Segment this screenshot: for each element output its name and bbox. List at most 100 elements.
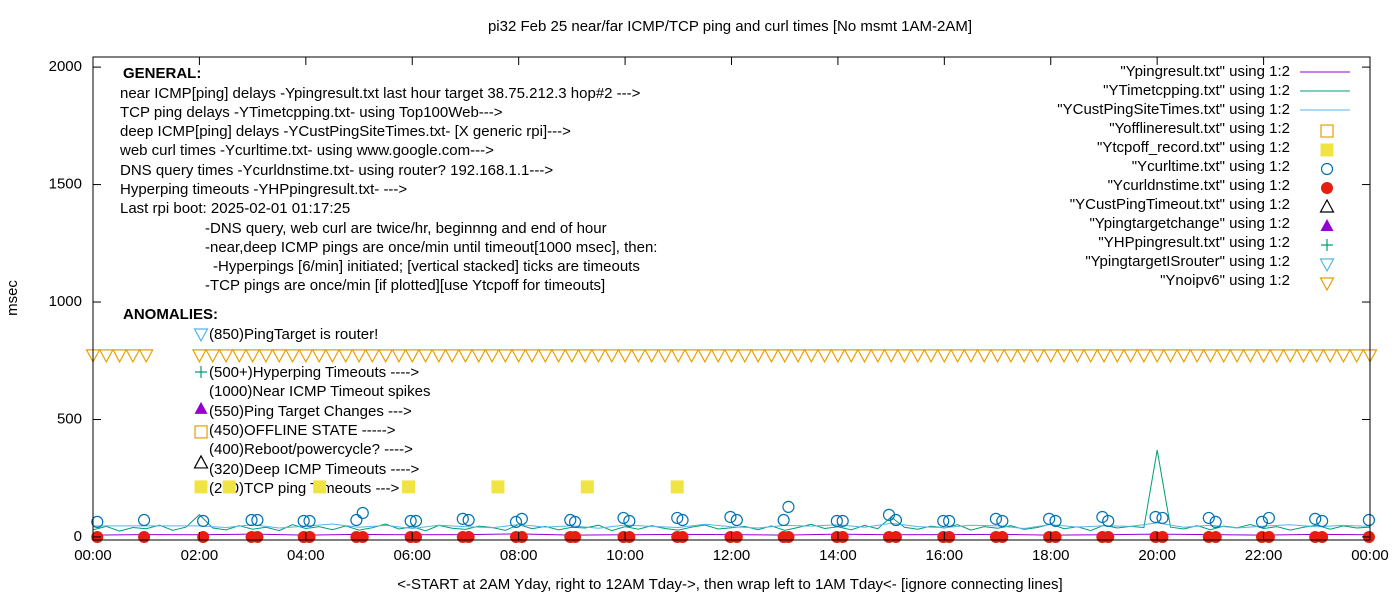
marker-circle xyxy=(782,500,795,513)
y-axis-label: msec xyxy=(4,280,21,316)
marker-triangle-down xyxy=(1083,349,1099,364)
marker-circle xyxy=(1209,515,1222,529)
marker-triangle-down xyxy=(630,349,646,364)
marker-triangle-down xyxy=(378,349,394,364)
y-tick-label: 1000 xyxy=(49,293,82,310)
marker-triangle-down xyxy=(98,349,114,364)
marker-triangle-down xyxy=(644,349,660,364)
marker-circle xyxy=(1156,511,1169,525)
marker-triangle-down xyxy=(364,349,380,364)
x-tick-label: 18:00 xyxy=(1032,547,1070,564)
marker-triangle-down xyxy=(1003,349,1019,364)
marker-triangle-down xyxy=(112,349,128,364)
marker-circle xyxy=(617,511,630,525)
marker-circle xyxy=(356,506,369,520)
marker-triangle-down xyxy=(193,328,209,343)
marker-circle xyxy=(197,514,210,528)
marker-triangle-down xyxy=(271,349,287,364)
marker-circle xyxy=(730,530,743,543)
marker-triangle-down xyxy=(564,349,580,364)
marker-triangle-down xyxy=(1056,349,1072,364)
marker-circle xyxy=(996,514,1009,528)
annotation: (400)Reboot/powercycle? ----> xyxy=(209,441,413,458)
marker-triangle-down xyxy=(803,349,819,364)
marker-triangle-down xyxy=(723,349,740,364)
marker-triangle-down xyxy=(191,349,207,364)
marker-triangle-down xyxy=(138,349,154,364)
marker-triangle-down xyxy=(790,349,806,364)
marker-circle xyxy=(462,513,475,527)
marker-circle xyxy=(138,530,151,543)
marker-triangle-down xyxy=(936,349,952,364)
marker-circle xyxy=(509,515,523,529)
marker-triangle-down xyxy=(1242,349,1258,364)
marker-triangle-down xyxy=(551,349,567,364)
marker-triangle-down xyxy=(1229,349,1245,364)
annotation: (450)OFFLINE STATE -----> xyxy=(209,422,396,439)
marker-circle xyxy=(1316,514,1329,528)
marker-circle xyxy=(1202,511,1215,525)
marker-triangle-down xyxy=(1322,349,1338,364)
marker-circle xyxy=(676,530,689,543)
marker-circle xyxy=(462,530,475,543)
legend-label: "Ycurltime.txt" using 1:2 xyxy=(1132,158,1290,175)
marker-triangle-down xyxy=(857,349,873,364)
x-tick-label: 14:00 xyxy=(819,547,857,564)
marker-triangle xyxy=(194,401,208,414)
x-tick-label: 20:00 xyxy=(1138,547,1176,564)
marker-circle xyxy=(245,513,258,527)
marker-circle xyxy=(943,530,956,543)
marker-square xyxy=(670,480,684,494)
x-axis-label: <-START at 2AM Yday, right to 12AM Tday-… xyxy=(397,576,1062,593)
series-line xyxy=(92,449,1371,532)
marker-circle xyxy=(1321,182,1333,194)
marker-triangle-down xyxy=(1202,349,1218,364)
marker-triangle-down xyxy=(1216,349,1232,364)
marker-triangle-down xyxy=(1029,349,1045,364)
y-tick-label: 2000 xyxy=(49,58,82,75)
marker-triangle-down xyxy=(1256,349,1272,364)
annotation: ANOMALIES: xyxy=(123,306,218,323)
marker-circle xyxy=(1362,513,1376,527)
marker-circle xyxy=(1156,530,1169,543)
annotation: -Hyperpings [6/min] initiated; [vertical… xyxy=(213,258,640,275)
marker-triangle-down xyxy=(670,349,686,364)
marker-triangle-down xyxy=(1349,349,1365,364)
marker-circle xyxy=(1309,512,1322,525)
marker-triangle-down xyxy=(617,349,633,364)
marker-circle xyxy=(251,513,264,527)
marker-square xyxy=(222,480,236,494)
marker-triangle xyxy=(1320,219,1334,231)
marker-circle xyxy=(1043,512,1056,525)
annotation: -TCP pings are once/min [if plotted][use… xyxy=(205,277,605,294)
marker-triangle-down xyxy=(218,349,234,364)
marker-triangle xyxy=(1319,198,1335,213)
marker-triangle-down xyxy=(245,349,261,364)
marker-circle xyxy=(303,514,316,528)
marker-triangle-down xyxy=(404,349,420,364)
marker-circle xyxy=(404,514,417,528)
marker-triangle-down xyxy=(1176,349,1192,364)
y-tick-label: 0 xyxy=(74,528,82,545)
x-tick-label: 02:00 xyxy=(181,547,219,564)
marker-triangle-down xyxy=(231,349,247,364)
marker-triangle-down xyxy=(604,349,620,364)
marker-circle xyxy=(671,511,684,525)
marker-square xyxy=(402,480,416,494)
annotation: (550)Ping Target Changes ---> xyxy=(209,403,412,420)
marker-circle xyxy=(350,513,363,527)
annotation: Last rpi boot: 2025-02-01 01:17:25 xyxy=(120,200,350,217)
marker-triangle-down xyxy=(1016,349,1032,364)
marker-triangle-down xyxy=(923,349,939,364)
x-tick-label: 12:00 xyxy=(713,547,751,564)
x-tick-label: 22:00 xyxy=(1245,547,1283,564)
annotation: Hyperping timeouts -YHPpingresult.txt- -… xyxy=(120,181,407,198)
marker-triangle-down xyxy=(883,349,899,364)
marker-circle xyxy=(889,530,902,543)
marker-plus xyxy=(195,366,208,379)
marker-triangle-down xyxy=(298,349,314,364)
marker-circle xyxy=(676,513,689,527)
marker-circle xyxy=(1149,510,1162,524)
annotation: (850)PingTarget is router! xyxy=(209,326,378,343)
marker-triangle-down xyxy=(205,349,221,364)
